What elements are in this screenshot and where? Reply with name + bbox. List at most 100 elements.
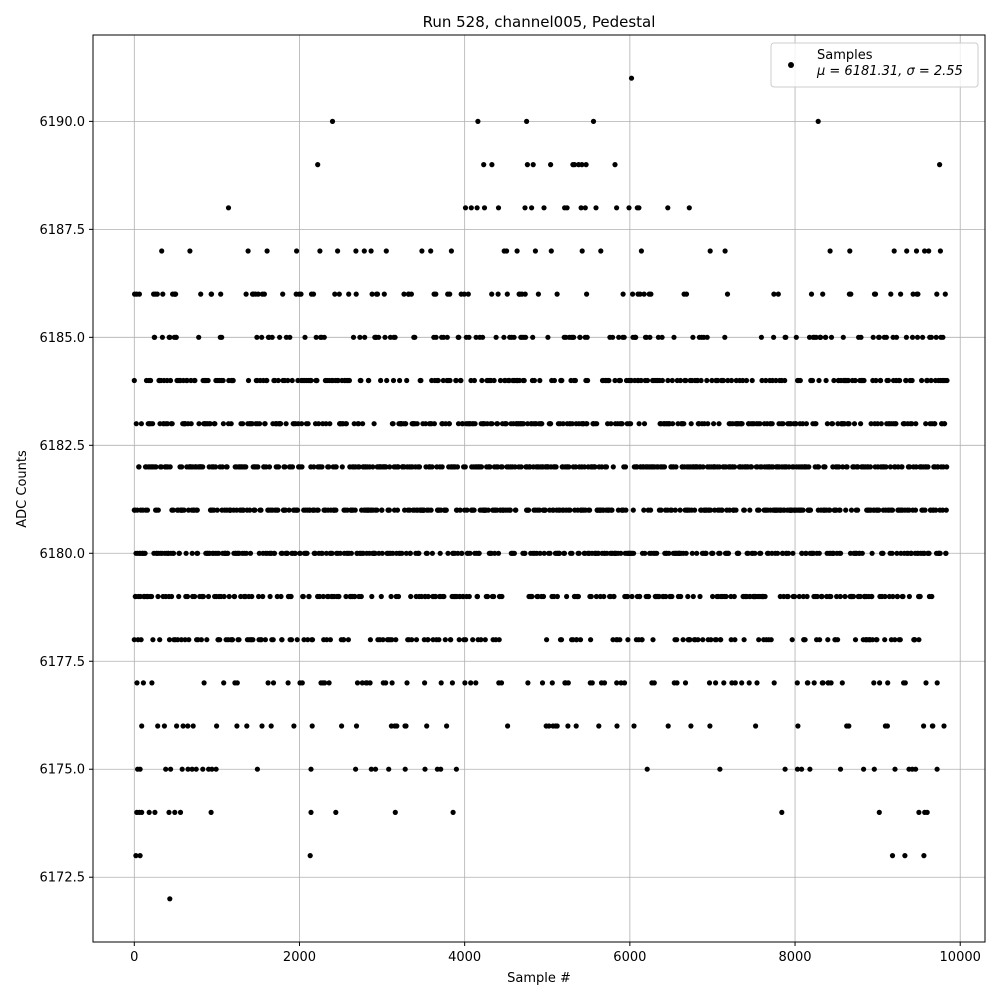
sample-point [545, 334, 551, 340]
sample-point [887, 464, 894, 470]
sample-point [470, 637, 476, 643]
sample-point [601, 680, 608, 686]
sample-point [828, 680, 834, 686]
sample-point [539, 680, 546, 686]
sample-point [333, 464, 339, 470]
sample-point [310, 291, 317, 297]
sample-point [601, 593, 607, 600]
sample-point [819, 593, 825, 600]
sample-point [495, 291, 501, 297]
sample-point [795, 723, 801, 729]
sample-point [648, 507, 654, 513]
sample-point [610, 334, 616, 340]
sample-point [370, 464, 376, 470]
sample-point [609, 507, 615, 513]
sample-point [454, 464, 461, 470]
sample-point [716, 421, 722, 427]
sample-point [799, 550, 805, 556]
sample-point [283, 421, 289, 427]
sample-point [928, 377, 934, 384]
sample-point [323, 421, 329, 427]
sample-point [564, 593, 570, 600]
sample-point [617, 377, 624, 384]
sample-point [888, 291, 894, 297]
legend: Samples μ = 6181.31, σ = 2.55 [770, 42, 979, 88]
sample-point [190, 723, 196, 729]
sample-point [245, 248, 251, 254]
sample-point [453, 766, 459, 772]
sample-point [213, 766, 219, 772]
sample-point [740, 377, 746, 384]
sample-point [882, 593, 888, 600]
sample-point [577, 334, 583, 340]
sample-point [741, 637, 747, 643]
sample-point [198, 291, 204, 297]
sample-point [163, 766, 169, 772]
sample-point [554, 723, 560, 729]
sample-point [848, 507, 855, 513]
sample-point [882, 637, 888, 643]
sample-point [612, 162, 618, 168]
sample-point [498, 680, 505, 686]
sample-point [424, 550, 430, 556]
sample-point [556, 550, 563, 556]
sample-point [537, 377, 543, 384]
sample-point [447, 377, 453, 384]
sample-point [829, 421, 836, 427]
sample-point [507, 507, 513, 513]
sample-point [499, 464, 505, 470]
sample-point [521, 377, 527, 384]
sample-point [173, 291, 179, 297]
sample-point [257, 421, 263, 427]
sample-point [593, 593, 600, 600]
sample-point [571, 334, 577, 340]
sample-point [137, 766, 143, 772]
sample-point [837, 507, 843, 513]
sample-point [803, 550, 809, 556]
sample-point [366, 377, 372, 384]
sample-point [922, 248, 928, 254]
sample-point [872, 291, 879, 297]
sample-point [357, 334, 363, 340]
sample-point [167, 334, 173, 340]
sample-point [444, 723, 450, 729]
sample-point [383, 680, 389, 686]
sample-point [416, 464, 423, 470]
sample-point [219, 334, 225, 340]
y-tick-label: 6177.5 [40, 655, 86, 670]
sample-point [523, 334, 529, 340]
sample-point [547, 550, 553, 556]
sample-point [439, 464, 445, 470]
sample-point [687, 637, 693, 643]
sample-point [308, 809, 314, 816]
sample-point [275, 377, 281, 384]
sample-point [473, 680, 479, 686]
sample-point [917, 593, 923, 600]
sample-point [554, 291, 560, 297]
sample-point [626, 205, 632, 211]
sample-point [921, 853, 927, 859]
sample-point [907, 464, 913, 470]
sample-point [493, 334, 499, 340]
sample-point [698, 377, 704, 384]
sample-point [638, 248, 645, 254]
sample-point [491, 593, 497, 600]
sample-point [688, 723, 694, 729]
sample-point [910, 291, 916, 297]
sample-point [898, 291, 904, 297]
sample-point [192, 593, 198, 600]
sample-point [695, 637, 701, 643]
sample-point [250, 637, 256, 643]
sample-point [244, 723, 250, 729]
sample-point [133, 421, 139, 427]
sample-point [149, 680, 155, 686]
sample-point [403, 550, 409, 556]
sample-point [219, 464, 225, 470]
sample-point [749, 377, 755, 384]
sample-point [689, 550, 695, 556]
sample-point [353, 291, 359, 297]
sample-point [553, 464, 559, 470]
sample-point [389, 680, 395, 686]
sample-point [155, 507, 161, 513]
sample-point [941, 723, 947, 729]
